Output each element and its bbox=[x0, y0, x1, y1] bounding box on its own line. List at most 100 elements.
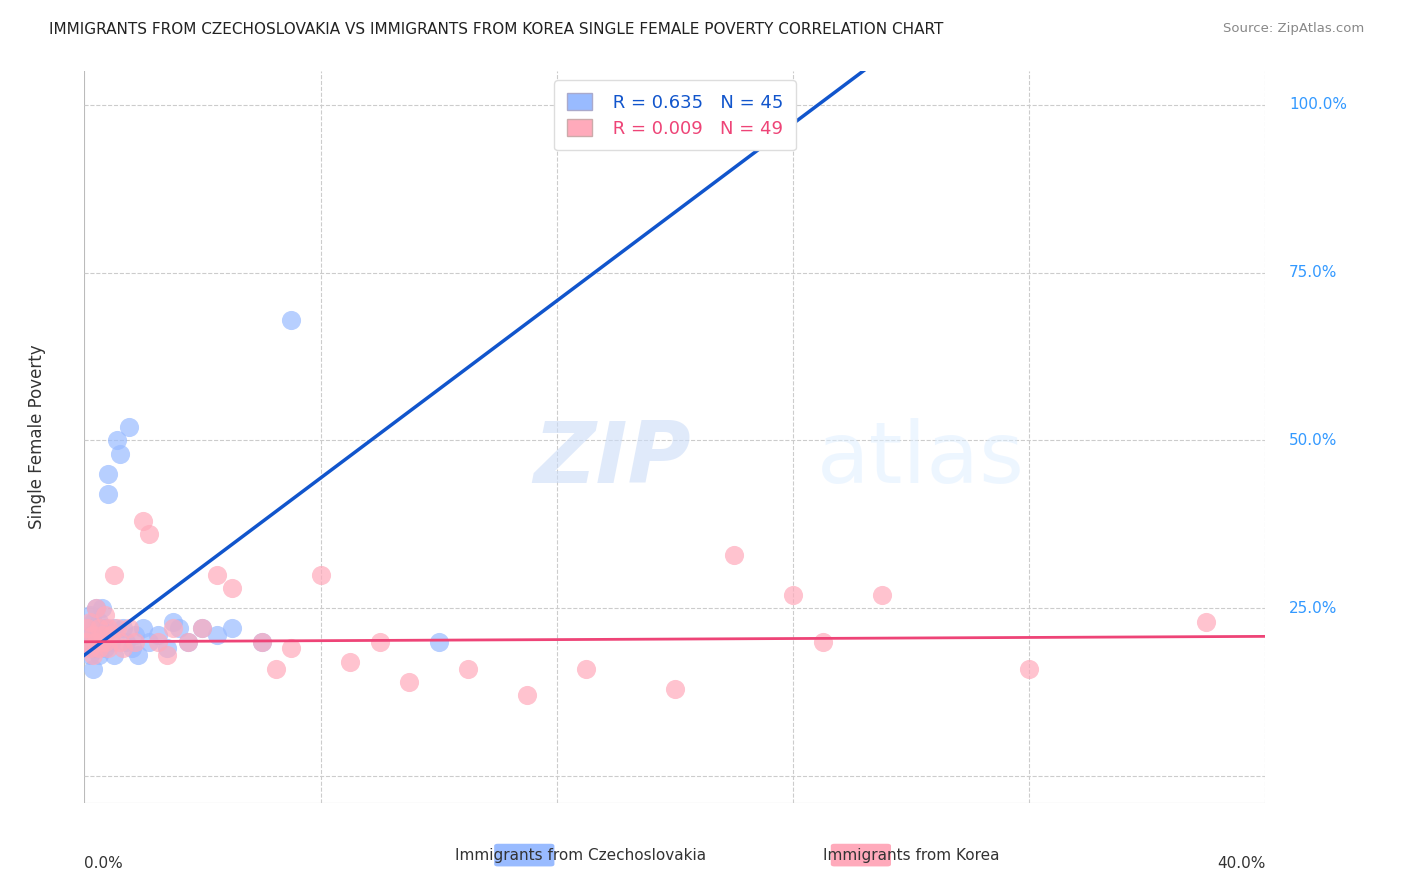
Text: atlas: atlas bbox=[817, 417, 1025, 500]
Text: Immigrants from Czechoslovakia: Immigrants from Czechoslovakia bbox=[454, 848, 706, 863]
Point bbox=[82, 615, 104, 629]
Point bbox=[280, 312, 302, 326]
Point bbox=[121, 641, 143, 656]
Point bbox=[84, 634, 107, 648]
Point bbox=[309, 567, 332, 582]
Point bbox=[79, 648, 101, 662]
Point bbox=[76, 621, 98, 635]
FancyBboxPatch shape bbox=[494, 844, 554, 866]
Point bbox=[97, 487, 120, 501]
Point bbox=[79, 641, 101, 656]
Point bbox=[94, 634, 117, 648]
Point bbox=[427, 634, 450, 648]
Point bbox=[76, 621, 98, 635]
Point bbox=[280, 641, 302, 656]
Point bbox=[266, 662, 288, 676]
Point bbox=[91, 628, 114, 642]
Point bbox=[91, 628, 114, 642]
Point bbox=[162, 621, 184, 635]
Point bbox=[82, 641, 104, 656]
Point bbox=[97, 621, 120, 635]
Text: IMMIGRANTS FROM CZECHOSLOVAKIA VS IMMIGRANTS FROM KOREA SINGLE FEMALE POVERTY CO: IMMIGRANTS FROM CZECHOSLOVAKIA VS IMMIGR… bbox=[49, 22, 943, 37]
Point bbox=[138, 634, 160, 648]
Point bbox=[132, 514, 155, 528]
Point bbox=[250, 634, 273, 648]
Point bbox=[118, 420, 141, 434]
Point bbox=[177, 634, 200, 648]
Point bbox=[723, 548, 745, 562]
Point bbox=[91, 634, 114, 648]
Point bbox=[103, 621, 125, 635]
Point bbox=[94, 641, 117, 656]
Point bbox=[1018, 662, 1040, 676]
Point bbox=[87, 621, 111, 635]
Point bbox=[111, 641, 134, 656]
Point bbox=[82, 628, 104, 642]
Point bbox=[91, 601, 114, 615]
Point bbox=[100, 634, 122, 648]
Point bbox=[177, 634, 200, 648]
Point bbox=[87, 648, 111, 662]
Point bbox=[87, 641, 111, 656]
Point bbox=[82, 648, 104, 662]
Point bbox=[103, 648, 125, 662]
Point bbox=[516, 689, 538, 703]
Point bbox=[84, 621, 107, 635]
Point bbox=[114, 634, 136, 648]
Text: 25.0%: 25.0% bbox=[1289, 600, 1337, 615]
Point bbox=[138, 527, 160, 541]
Point bbox=[94, 621, 117, 635]
Point bbox=[108, 634, 131, 648]
Point bbox=[811, 634, 834, 648]
Point bbox=[870, 588, 893, 602]
Text: 50.0%: 50.0% bbox=[1289, 433, 1337, 448]
Point bbox=[162, 615, 184, 629]
Text: Source: ZipAtlas.com: Source: ZipAtlas.com bbox=[1223, 22, 1364, 36]
Point bbox=[250, 634, 273, 648]
Point bbox=[398, 675, 420, 690]
Point bbox=[118, 621, 141, 635]
Point bbox=[97, 641, 120, 656]
Text: 40.0%: 40.0% bbox=[1218, 856, 1265, 871]
Point bbox=[84, 601, 107, 615]
Point bbox=[339, 655, 361, 669]
Point bbox=[124, 628, 146, 642]
Point bbox=[156, 641, 179, 656]
Point bbox=[368, 634, 391, 648]
Point bbox=[148, 628, 170, 642]
Point bbox=[1195, 615, 1218, 629]
Point bbox=[108, 447, 131, 461]
Point bbox=[664, 118, 686, 132]
Point bbox=[87, 615, 111, 629]
Point bbox=[191, 621, 214, 635]
Point bbox=[76, 634, 98, 648]
Point bbox=[207, 567, 229, 582]
Text: 100.0%: 100.0% bbox=[1289, 97, 1347, 112]
Point bbox=[207, 628, 229, 642]
Point bbox=[575, 662, 598, 676]
Point bbox=[100, 628, 122, 642]
Point bbox=[82, 628, 104, 642]
Point bbox=[664, 681, 686, 696]
Point bbox=[221, 621, 243, 635]
Point bbox=[79, 615, 101, 629]
Point bbox=[124, 634, 146, 648]
Point bbox=[87, 634, 111, 648]
Point bbox=[156, 648, 179, 662]
Point bbox=[79, 607, 101, 622]
Text: 0.0%: 0.0% bbox=[84, 856, 124, 871]
Point bbox=[76, 634, 98, 648]
Point bbox=[221, 581, 243, 595]
Point bbox=[191, 621, 214, 635]
Point bbox=[457, 662, 479, 676]
Text: Single Female Poverty: Single Female Poverty bbox=[28, 345, 46, 529]
Text: 75.0%: 75.0% bbox=[1289, 265, 1337, 280]
Point bbox=[82, 662, 104, 676]
Legend:  R = 0.635   N = 45,  R = 0.009   N = 49: R = 0.635 N = 45, R = 0.009 N = 49 bbox=[554, 80, 796, 151]
Point bbox=[111, 621, 134, 635]
Point bbox=[79, 628, 101, 642]
Point bbox=[105, 434, 128, 448]
Point bbox=[132, 621, 155, 635]
Point bbox=[94, 607, 117, 622]
Point bbox=[148, 634, 170, 648]
